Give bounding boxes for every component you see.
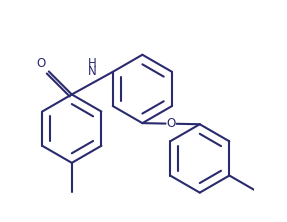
Text: N: N	[88, 65, 97, 78]
Text: O: O	[166, 117, 176, 130]
Text: H: H	[88, 57, 97, 70]
Text: O: O	[36, 57, 46, 70]
